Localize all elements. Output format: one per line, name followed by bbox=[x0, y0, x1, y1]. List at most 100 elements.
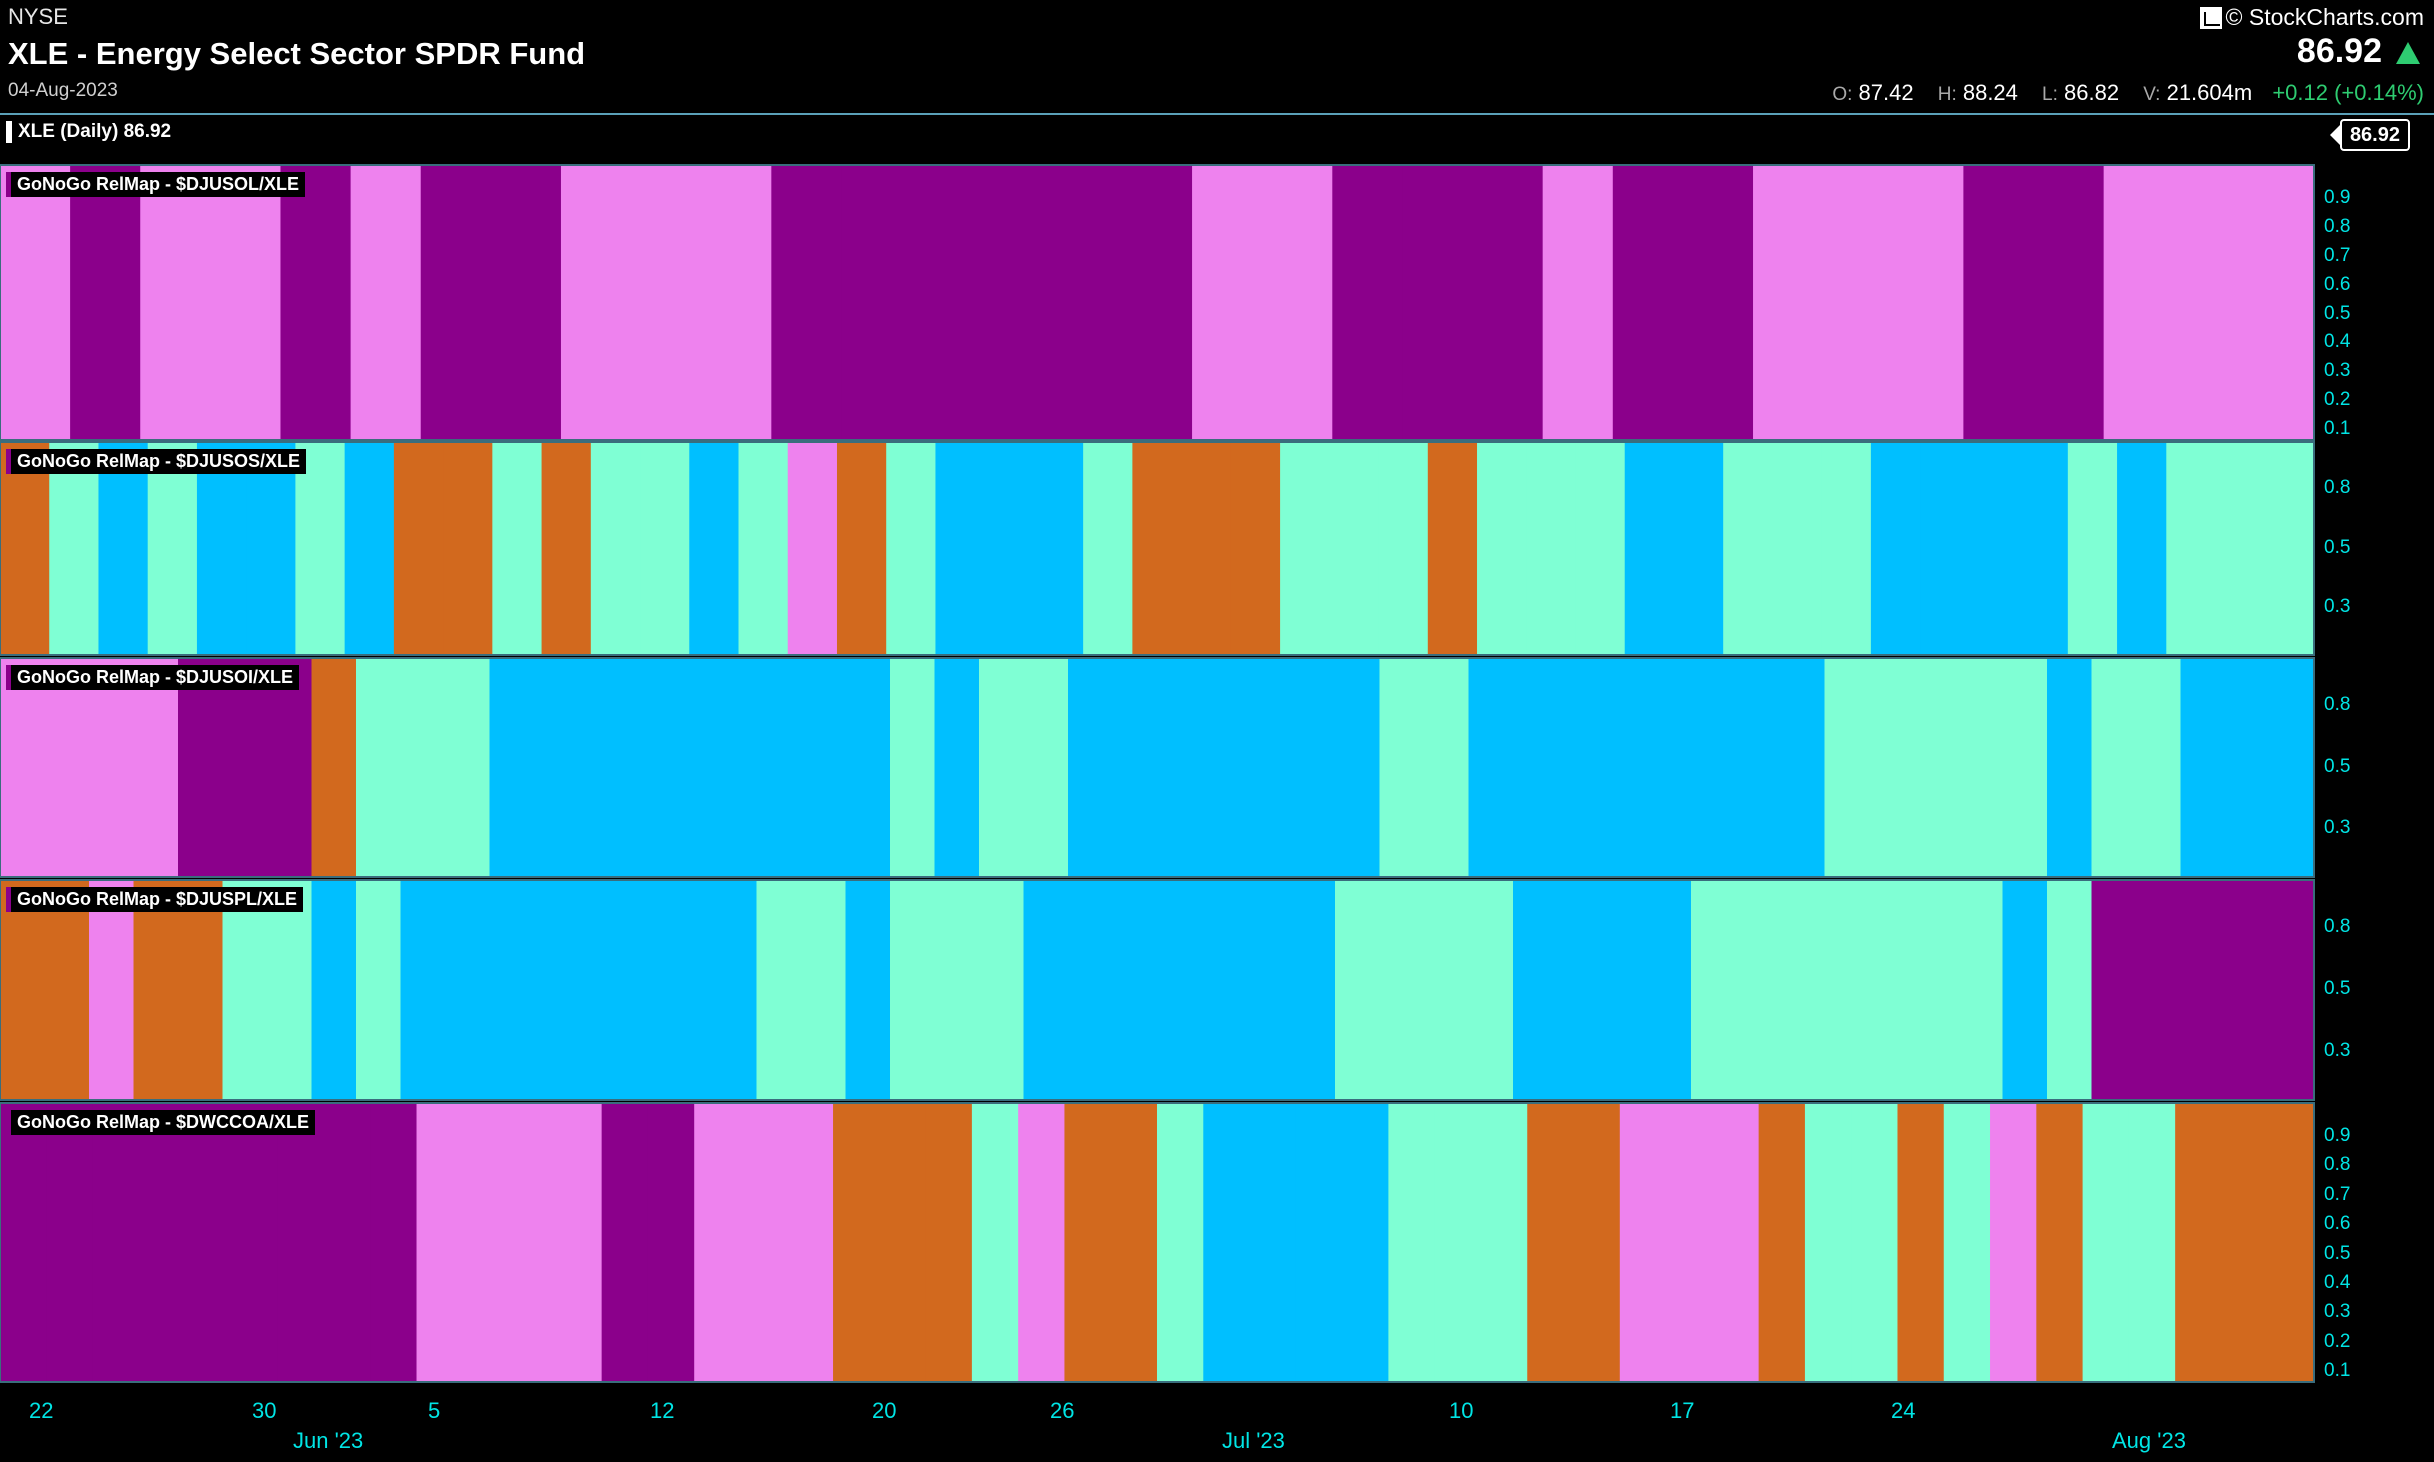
heatmap-cell bbox=[2103, 165, 2175, 440]
heatmap-cell bbox=[560, 165, 632, 440]
heatmap-cell bbox=[1329, 442, 1380, 655]
panel-border bbox=[0, 879, 2315, 1101]
heatmap-cell bbox=[578, 880, 624, 1100]
panel-label: GoNoGo RelMap - $DJUSOL/XLE bbox=[6, 172, 306, 197]
heatmap-cell bbox=[2225, 658, 2271, 877]
x-tick-label: 17 bbox=[1670, 1398, 1695, 1423]
heatmap-cell bbox=[1624, 442, 1675, 655]
heatmap-cell bbox=[1068, 658, 1114, 877]
ohlc-summary: O: 87.42 H: 88.24 L: 86.82 V: 21.604m +0… bbox=[1814, 80, 2424, 106]
heatmap-cell bbox=[2002, 658, 2048, 877]
heatmap-cell bbox=[1290, 658, 1336, 877]
heatmap-cell bbox=[1575, 442, 1626, 655]
heatmap-cell bbox=[267, 658, 313, 877]
heatmap-cell bbox=[2225, 880, 2271, 1100]
chart-title: XLE - Energy Select Sector SPDR Fund bbox=[8, 36, 586, 71]
heatmap-cell bbox=[1691, 658, 1737, 877]
heatmap-cell bbox=[1913, 658, 1959, 877]
heatmap-cell bbox=[1619, 1103, 1667, 1382]
panel-label: GoNoGo RelMap - $DWCCOA/XLE bbox=[6, 1110, 315, 1135]
heatmap-cell bbox=[98, 442, 149, 655]
heatmap-cell bbox=[971, 1103, 1019, 1382]
heatmap-cell bbox=[890, 658, 936, 877]
heatmap-cell bbox=[1958, 880, 2004, 1100]
heatmap-cell bbox=[1913, 880, 1959, 1100]
heatmap-cell bbox=[879, 1103, 927, 1382]
y-tick-label: 0.7 bbox=[2324, 244, 2351, 266]
heatmap-cell bbox=[1249, 1103, 1297, 1382]
heatmap-cell bbox=[0, 658, 46, 877]
heatmap-cell bbox=[1893, 165, 1964, 440]
heatmap-cell bbox=[1388, 1103, 1436, 1382]
heatmap-cell bbox=[1434, 1103, 1482, 1382]
low-label: L: bbox=[2042, 84, 2058, 105]
x-tick-label: 30 bbox=[252, 1398, 277, 1423]
y-tick-label: 0.9 bbox=[2324, 187, 2351, 208]
heatmap-cell bbox=[801, 880, 847, 1100]
heatmap-cell bbox=[647, 1103, 695, 1382]
heatmap-cell bbox=[1602, 658, 1648, 877]
heatmap-cell bbox=[934, 880, 980, 1100]
heatmap-cell bbox=[1468, 880, 1514, 1100]
heatmap-cell bbox=[2269, 658, 2315, 877]
y-tick-label: 0.8 bbox=[2324, 1154, 2351, 1176]
heatmap-cell bbox=[1201, 658, 1247, 877]
heatmap-cell bbox=[89, 880, 135, 1100]
header-divider bbox=[0, 113, 2434, 115]
brand-label: © StockCharts.com bbox=[2225, 4, 2424, 30]
heatmap-cell bbox=[2269, 880, 2315, 1100]
heatmap-cell bbox=[541, 442, 592, 655]
heatmap-cell bbox=[185, 1103, 232, 1382]
heatmap-cell bbox=[1335, 658, 1381, 877]
heatmap-cell bbox=[841, 165, 913, 440]
x-tick-label: 22 bbox=[29, 1398, 54, 1423]
heatmap-cell bbox=[801, 658, 847, 877]
heatmap-cell bbox=[925, 1103, 973, 1382]
heatmap-cell bbox=[1526, 442, 1577, 655]
heatmap-cell bbox=[623, 658, 669, 877]
heatmap-cell bbox=[845, 880, 891, 1100]
y-tick-label: 0.7 bbox=[2324, 1183, 2351, 1205]
heatmap-cell bbox=[1121, 165, 1193, 440]
heatmap-cell bbox=[1557, 658, 1603, 877]
heatmap-cell bbox=[667, 880, 713, 1100]
heatmap-cell bbox=[2173, 165, 2245, 440]
heatmap-cell bbox=[2180, 658, 2226, 877]
heatmap-cell bbox=[534, 880, 580, 1100]
heatmap-cell bbox=[1821, 442, 1872, 655]
heatmap-cell bbox=[1691, 880, 1737, 1100]
heatmap-cell bbox=[1472, 165, 1544, 440]
heatmap-cell bbox=[1870, 442, 1921, 655]
heatmap-cell bbox=[178, 658, 224, 877]
heatmap-cell bbox=[1542, 165, 1614, 440]
heatmap-cell bbox=[1110, 1103, 1158, 1382]
y-tick-label: 0.1 bbox=[2324, 418, 2351, 439]
stockcharts-brand[interactable]: © StockCharts.com bbox=[2199, 4, 2424, 31]
heatmap-cell bbox=[1612, 165, 1684, 440]
heatmap-cell bbox=[911, 165, 983, 440]
price-tag: 86.92 bbox=[2329, 119, 2410, 151]
heatmap-cell bbox=[2082, 1103, 2130, 1382]
heatmap-cell bbox=[1230, 442, 1281, 655]
heatmap-cell bbox=[1753, 165, 1824, 440]
heatmap-cell bbox=[1332, 165, 1404, 440]
heatmap-cell bbox=[1963, 165, 2035, 440]
x-tick-label: 26 bbox=[1050, 1398, 1075, 1423]
heatmap-cell bbox=[2091, 658, 2137, 877]
heatmap-cell bbox=[701, 165, 772, 440]
heatmap-cell bbox=[601, 1103, 649, 1382]
heatmap-cell bbox=[416, 1103, 464, 1382]
volume-value: 21.604m bbox=[2166, 80, 2253, 105]
heatmap-cell bbox=[534, 658, 580, 877]
heatmap-cell bbox=[49, 442, 100, 655]
heatmap-cell bbox=[771, 165, 843, 440]
heatmap-cell bbox=[400, 658, 446, 877]
heatmap-cell bbox=[1378, 442, 1429, 655]
heatmap-cell bbox=[1646, 880, 1692, 1100]
heatmap-cell bbox=[1068, 880, 1114, 1100]
heatmap-cell bbox=[1573, 1103, 1621, 1382]
heatmap-cell bbox=[1033, 442, 1084, 655]
heatmap-cell bbox=[2136, 880, 2182, 1100]
heatmap-cell bbox=[1246, 880, 1292, 1100]
